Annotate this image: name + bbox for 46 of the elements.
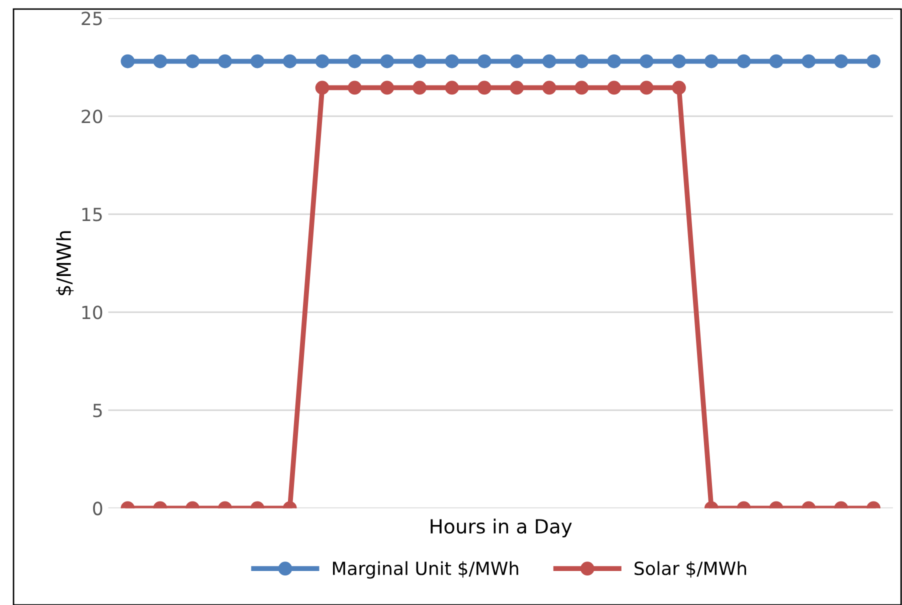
point xyxy=(380,80,394,95)
y-tick-label: 20 xyxy=(82,110,102,124)
point xyxy=(802,54,816,68)
point xyxy=(574,80,589,95)
point xyxy=(250,54,264,68)
point xyxy=(672,80,686,95)
point xyxy=(282,54,297,68)
point xyxy=(510,54,524,68)
point xyxy=(510,80,524,95)
y-axis-title: $/MWh xyxy=(56,231,74,296)
point xyxy=(315,54,330,68)
point xyxy=(704,54,718,68)
point xyxy=(412,54,426,68)
y-tick-label: 15 xyxy=(82,208,102,222)
x-axis-title: Hours in a Day xyxy=(430,518,572,538)
point xyxy=(477,54,492,68)
point xyxy=(672,54,686,68)
point xyxy=(607,54,622,68)
legend-label: Solar $/MWh xyxy=(634,561,746,578)
point xyxy=(218,54,232,68)
point xyxy=(315,80,330,95)
point xyxy=(186,54,200,68)
point xyxy=(607,80,622,95)
point xyxy=(640,54,654,68)
point xyxy=(348,80,362,95)
point xyxy=(542,80,556,95)
point xyxy=(120,54,135,68)
y-tick-label: 25 xyxy=(82,12,102,26)
point xyxy=(412,80,426,95)
point xyxy=(574,54,589,68)
point xyxy=(834,54,848,68)
point xyxy=(445,54,459,68)
y-tick-label: 10 xyxy=(82,306,102,320)
point xyxy=(380,54,394,68)
point xyxy=(445,80,459,95)
y-tick-label: 0 xyxy=(93,502,102,516)
point xyxy=(348,54,362,68)
legend-label: Marginal Unit $/MWh xyxy=(333,561,518,579)
point xyxy=(866,54,880,68)
point xyxy=(153,54,168,68)
point xyxy=(477,80,492,95)
y-tick-label: 5 xyxy=(93,404,102,418)
point xyxy=(640,80,654,95)
point xyxy=(769,54,784,68)
point xyxy=(542,54,556,68)
point xyxy=(736,54,751,68)
